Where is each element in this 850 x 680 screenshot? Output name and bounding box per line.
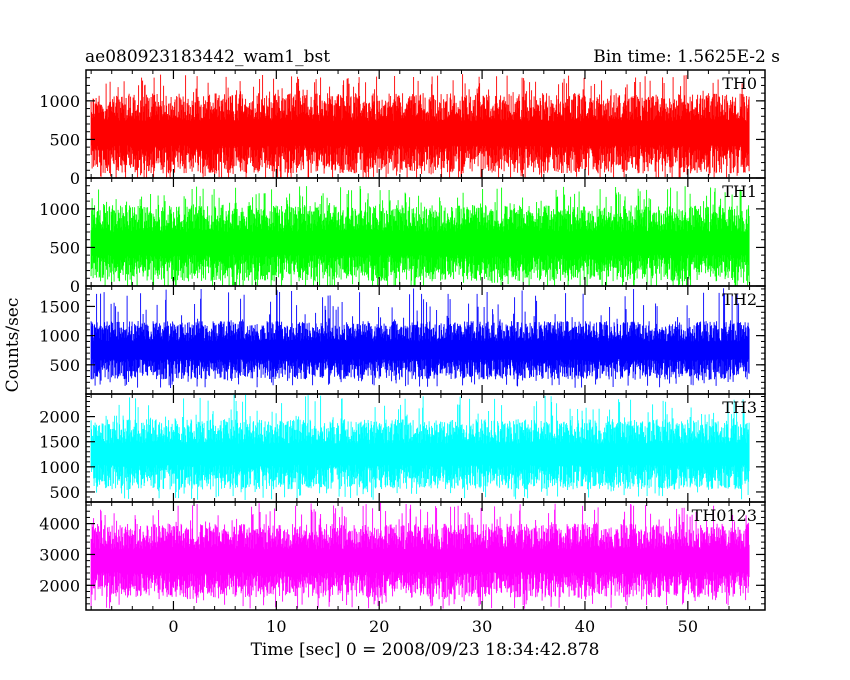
y-tick-label: 500 [49,356,80,375]
y-tick-label: 2000 [39,576,80,595]
x-tick-label: 30 [472,617,492,636]
y-tick-label: 4000 [39,515,80,534]
x-axis-label: Time [sec] 0 = 2008/09/23 18:34:42.878 [251,640,600,660]
y-tick-label: 1000 [39,200,80,219]
series-th1 [90,186,750,286]
panel-label-th2: TH2 [722,290,757,309]
panel-label-th3: TH3 [722,398,757,417]
y-tick-label: 3000 [39,545,80,564]
panel-label-th0: TH0 [722,74,757,93]
chart-subtitle: Bin time: 1.5625E-2 s [593,47,780,67]
y-tick-label: 500 [49,238,80,257]
y-tick-label: 1500 [39,297,80,316]
panel-label-th0123: TH0123 [692,506,757,525]
y-tick-label: 500 [49,130,80,149]
y-tick-label: 500 [49,483,80,502]
series-th2 [90,288,750,388]
panel-label-th1: TH1 [722,182,757,201]
y-tick-label: 0 [70,169,80,188]
chart-title: ae080923183442_wam1_bst [85,47,330,67]
x-tick-label: 20 [369,617,389,636]
y-tick-label: 1000 [39,92,80,111]
series-th0123 [90,502,750,609]
y-axis-label: Counts/sec [3,298,23,393]
y-tick-label: 1000 [39,327,80,346]
y-tick-label: 2000 [39,408,80,427]
x-tick-label: 40 [575,617,595,636]
y-tick-label: 1500 [39,433,80,452]
series-th3 [90,394,750,500]
series-th0 [90,74,750,178]
y-tick-label: 1000 [39,458,80,477]
x-tick-label: 50 [678,617,698,636]
x-tick-label: 0 [168,617,178,636]
panel-frame-th0123 [85,501,766,611]
x-tick-label: 10 [266,617,286,636]
y-tick-label: 0 [70,277,80,296]
